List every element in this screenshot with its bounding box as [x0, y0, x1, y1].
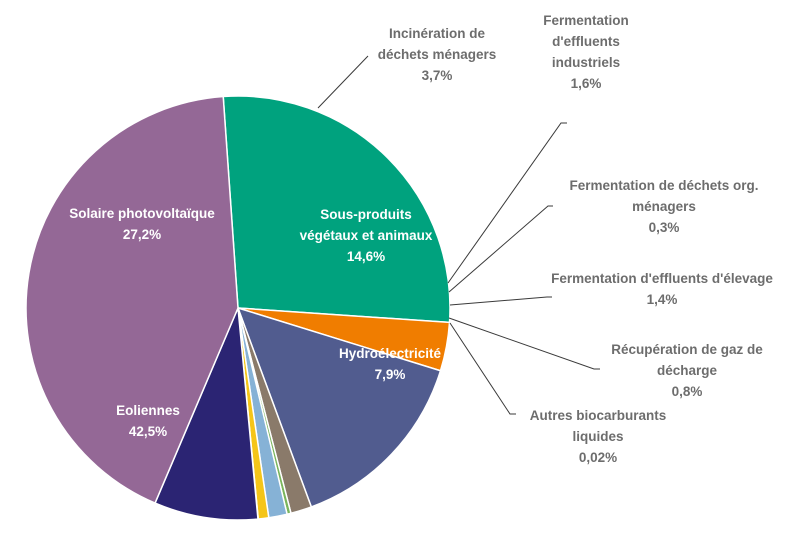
slice-value-autres-biocarburants-liquides: 0,02% — [579, 450, 617, 465]
slice-value-recuperation-de-gaz-de-decharge: 0,8% — [672, 384, 703, 399]
slice-value-sous-produits-vegetaux-et-animaux: 14,6% — [347, 249, 385, 264]
slice-label-fermentation-d-effluents-d-elevage: Fermentation d'effluents d'élevage — [551, 271, 773, 286]
pie-slice-eoliennes — [25, 95, 239, 504]
slice-label-hydroelectricite: Hydroélectricité — [339, 346, 442, 361]
leader-line-fermentation-d-effluents-industriels — [447, 122, 567, 284]
slice-value-solaire-photovoltaique: 27,2% — [123, 227, 161, 242]
pie-slice-sous-produits-vegetaux-et-animaux — [237, 307, 442, 508]
leader-line-fermentation-d-effluents-d-elevage — [449, 296, 552, 306]
slice-labels: Solaire photovoltaïque 27,2% Incinération … — [69, 13, 773, 465]
slice-value-incineration-de-dechets-menagers: 3,7% — [422, 68, 453, 83]
slice-label-recuperation-de-gaz-de-decharge: Récupération de gaz de décharge — [611, 342, 763, 378]
slice-label-autres-biocarburants-liquides: Autres biocarburants liquides — [530, 408, 667, 444]
slice-value-hydroelectricite: 7,9% — [375, 367, 406, 382]
slice-label-fermentation-d-effluents-industriels: Fermentation d'effluents industriels — [543, 13, 629, 70]
pie-slices — [25, 95, 451, 521]
leader-line-autres-biocarburants-liquides — [449, 322, 516, 415]
slice-value-fermentation-de-dechets-org-menagers: 0,3% — [649, 220, 680, 235]
slice-label-solaire-photovoltaique: Solaire photovoltaïque — [69, 206, 215, 221]
leader-lines — [317, 55, 600, 415]
slice-value-fermentation-d-effluents-industriels: 1,6% — [571, 76, 602, 91]
leader-line-fermentation-de-dechets-org-menagers — [448, 205, 553, 293]
slice-value-eoliennes: 42,5% — [129, 424, 167, 439]
pie-slice-hydroelectricite — [154, 307, 259, 521]
slice-label-incineration-de-dechets-menagers: Incinération de déchets ménagers — [378, 26, 497, 62]
slice-label-fermentation-de-dechets-org-menagers: Fermentation de déchets org. ménagers — [569, 178, 758, 214]
leader-line-incineration-de-dechets-menagers — [317, 55, 369, 109]
leader-line-recuperation-de-gaz-de-decharge — [448, 317, 600, 370]
pie-slice-solaire-photovoltaique — [222, 95, 451, 324]
slice-value-fermentation-d-effluents-d-elevage: 1,4% — [647, 292, 678, 307]
slice-label-eoliennes: Eoliennes — [116, 403, 180, 418]
slice-label-sous-produits-vegetaux-et-animaux: Sous-produits végétaux et animaux — [300, 207, 433, 243]
